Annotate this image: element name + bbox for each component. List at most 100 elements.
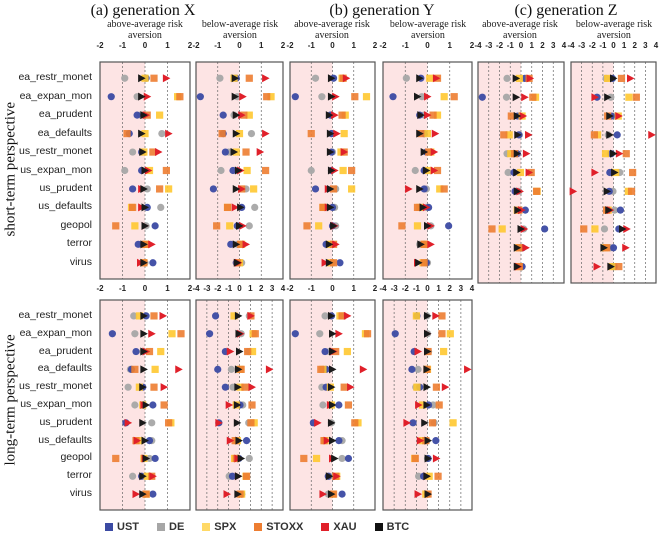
marker-short-X-above-stoxx-geopol bbox=[112, 222, 120, 230]
legend-swatch-spx bbox=[202, 523, 211, 531]
marker-long-X-below-btc-terror bbox=[234, 472, 243, 481]
marker-short-X-below-stoxx-terror bbox=[236, 240, 245, 248]
marker-long-X-above-spx-terror bbox=[143, 472, 151, 480]
subtitle-z-below: below-average risk aversion bbox=[575, 19, 653, 41]
marker-short-Y-above-spx-ea_expan_mon bbox=[362, 93, 371, 101]
marker-short-Y-above-spx-us_expan_mon bbox=[339, 166, 347, 175]
marker-short-Z-above-xau-terror bbox=[522, 243, 530, 252]
marker-long-Y-below-xau-us_restr_monet bbox=[441, 383, 450, 392]
marker-short-Y-above-stoxx-us_expan_mon bbox=[348, 166, 356, 175]
legend-item-stoxx: STOXX bbox=[254, 521, 303, 533]
tick-label-short-X-below-4: 2 bbox=[281, 41, 286, 50]
marker-long-X-above-xau-ea_expan_mon bbox=[148, 329, 156, 338]
marker-long-Y-above-ust-us_expan_mon bbox=[335, 401, 343, 409]
marker-short-X-below-ust-us_prudent bbox=[209, 185, 217, 193]
marker-short-Z-below-xau-ea_expan_mon bbox=[591, 93, 599, 102]
short-term-category-label: us_prudent bbox=[39, 181, 92, 194]
marker-long-Y-below-stoxx-us_expan_mon bbox=[435, 401, 443, 409]
marker-short-X-above-btc-ea_expan_mon bbox=[138, 92, 146, 101]
marker-long-X-below-btc-ea_restr_monet bbox=[234, 311, 243, 320]
marker-long-X-above-btc-us_defaults bbox=[141, 436, 149, 445]
tick-label-short-Y-below-3: 1 bbox=[448, 41, 453, 50]
tick-label-long-Y-below-2: -2 bbox=[402, 284, 410, 293]
tick-label-short-Z-above-8: 4 bbox=[562, 41, 567, 50]
legend-label-stoxx: STOXX bbox=[266, 521, 304, 533]
marker-long-Y-below-ust-ea_expan_mon bbox=[391, 330, 399, 338]
marker-short-X-above-btc-ea_defaults bbox=[138, 129, 146, 138]
short-term-category-label: us_restr_monet bbox=[19, 145, 92, 158]
marker-long-X-below-stoxx-ea_prudent bbox=[244, 347, 252, 356]
marker-short-Y-below-btc-virus bbox=[415, 258, 423, 267]
tick-label-long-Y-below-1: -3 bbox=[391, 284, 399, 293]
tick-label-short-Z-below-1: -3 bbox=[578, 41, 586, 50]
marker-short-Y-above-btc-us_prudent bbox=[326, 184, 335, 193]
marker-short-X-above-stoxx-us_expan_mon bbox=[162, 166, 170, 175]
marker-long-Y-below-xau-geopol bbox=[432, 454, 441, 463]
marker-long-X-above-de-ea_expan_mon bbox=[131, 330, 139, 338]
marker-short-Z-below-xau-geopol bbox=[623, 224, 631, 233]
marker-short-Z-above-btc-ea_restr_monet bbox=[512, 74, 521, 83]
marker-short-Y-below-spx-ea_restr_monet bbox=[426, 74, 434, 82]
tick-label-long-X-below-4: 0 bbox=[237, 284, 242, 293]
marker-long-X-above-ust-us_defaults bbox=[145, 437, 154, 445]
marker-short-Z-below-stoxx-us_expan_mon bbox=[629, 168, 637, 177]
marker-short-Z-below-xau-us_prudent bbox=[569, 187, 578, 196]
marker-short-X-below-stoxx-us_restr_monet bbox=[242, 148, 250, 156]
marker-long-X-above-xau-ea_defaults bbox=[175, 365, 183, 374]
marker-long-X-below-btc-us_expan_mon bbox=[233, 401, 242, 409]
marker-short-X-above-ust-ea_expan_mon bbox=[107, 93, 115, 101]
tick-label-short-X-above-2: 0 bbox=[143, 41, 148, 50]
long-term-category-label: ea_prudent bbox=[38, 344, 92, 357]
tick-label-short-Z-below-8: 4 bbox=[654, 41, 659, 50]
marker-short-Y-above-ust-virus bbox=[336, 259, 344, 267]
marker-long-X-above-stoxx-ea_defaults bbox=[131, 365, 139, 373]
tick-label-short-Y-above-3: 1 bbox=[352, 41, 357, 50]
marker-short-X-below-spx-us_expan_mon bbox=[243, 166, 251, 175]
legend-item-xau: XAU bbox=[321, 521, 357, 533]
subtitle-y-below: below-average risk aversion bbox=[389, 19, 467, 41]
marker-long-Y-above-stoxx-geopol bbox=[300, 454, 308, 463]
marker-long-Y-below-xau-virus bbox=[414, 490, 423, 499]
marker-long-X-below-btc-us_defaults bbox=[235, 436, 243, 445]
marker-long-X-below-de-geopol bbox=[245, 454, 253, 463]
tick-label-long-Y-below-6: 2 bbox=[448, 284, 453, 293]
tick-label-long-X-above-1: -1 bbox=[119, 284, 127, 293]
marker-short-X-below-de-us_defaults bbox=[251, 203, 259, 212]
marker-short-Z-above-btc-ea_expan_mon bbox=[512, 93, 521, 102]
marker-long-Y-below-spx-us_restr_monet bbox=[413, 383, 421, 391]
marker-long-Y-above-ust-us_defaults bbox=[335, 437, 343, 445]
marker-short-X-above-xau-us_restr_monet bbox=[155, 148, 163, 157]
tick-label-long-X-below-7: 3 bbox=[270, 284, 275, 293]
marker-short-Y-below-spx-ea_prudent bbox=[433, 111, 442, 119]
marker-long-X-above-xau-virus bbox=[132, 490, 140, 499]
marker-short-Z-above-stoxx-ea_expan_mon bbox=[529, 93, 537, 101]
marker-short-X-above-stoxx-ea_defaults bbox=[123, 129, 131, 138]
long-term-category-label: geopol bbox=[60, 451, 92, 464]
marker-long-Y-above-xau-virus bbox=[319, 490, 327, 499]
marker-short-Z-above-spx-geopol bbox=[498, 225, 506, 233]
tick-label-long-X-below-2: -2 bbox=[214, 284, 222, 293]
marker-short-Y-below-de-ea_restr_monet bbox=[402, 74, 410, 82]
marker-short-X-below-spx-ea_prudent bbox=[245, 111, 253, 119]
panel-frame-long-X-above bbox=[99, 299, 191, 511]
legend-swatch-de bbox=[157, 523, 165, 531]
marker-short-X-below-de-geopol bbox=[245, 222, 253, 230]
marker-long-Y-above-btc-ea_expan_mon bbox=[329, 329, 337, 338]
marker-long-X-above-stoxx-us_expan_mon bbox=[160, 401, 168, 409]
marker-short-X-below-de-us_expan_mon bbox=[217, 166, 225, 175]
marker-short-Y-above-ust-us_prudent bbox=[311, 185, 320, 193]
marker-short-X-below-btc-ea_expan_mon bbox=[231, 92, 240, 101]
marker-short-Y-below-xau-us_expan_mon bbox=[430, 166, 439, 175]
marker-long-X-above-btc-ea_expan_mon bbox=[140, 329, 148, 338]
marker-long-X-below-ust-us_restr_monet bbox=[221, 383, 229, 391]
marker-short-X-above-stoxx-us_defaults bbox=[129, 203, 137, 212]
marker-short-Y-below-de-ea_expan_mon bbox=[418, 93, 426, 101]
marker-short-X-below-spx-us_prudent bbox=[250, 185, 258, 193]
marker-short-X-below-ust-ea_expan_mon bbox=[196, 93, 204, 101]
marker-long-Y-below-xau-us_prudent bbox=[403, 418, 411, 427]
marker-short-X-below-btc-us_defaults bbox=[237, 203, 245, 212]
marker-long-X-below-xau-ea_prudent bbox=[226, 347, 235, 356]
marker-long-Y-above-xau-us_defaults bbox=[323, 436, 332, 445]
marker-short-Y-below-btc-terror bbox=[417, 240, 425, 249]
marker-short-Y-above-stoxx-ea_expan_mon bbox=[351, 93, 359, 101]
